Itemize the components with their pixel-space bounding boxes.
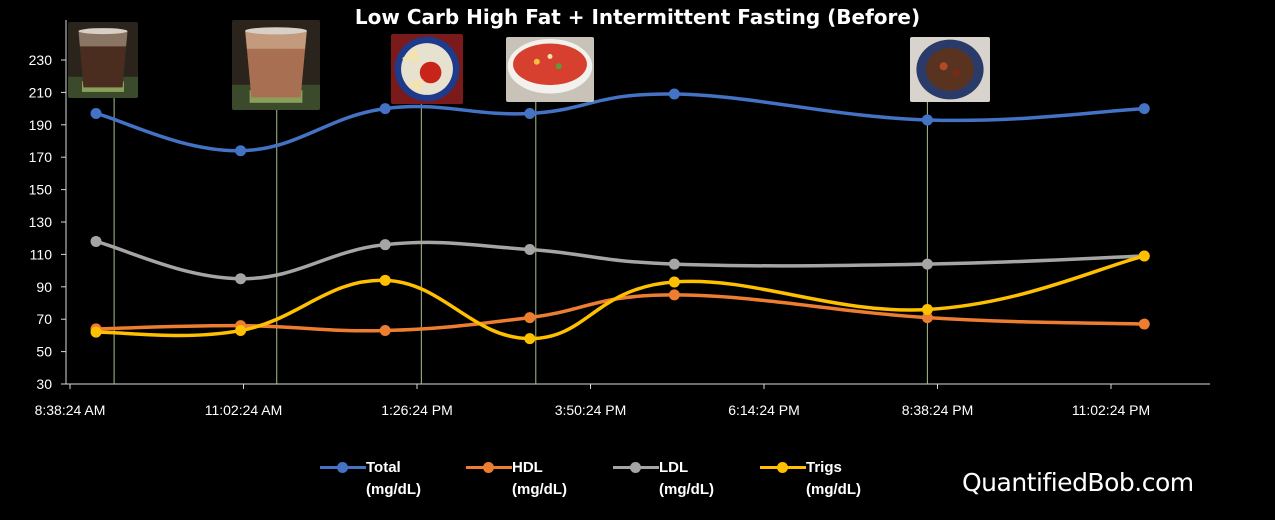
y-tick-label: 50 [36, 344, 52, 360]
y-tick-label: 210 [29, 84, 53, 100]
legend-item-trigs[interactable]: Trigs (mg/dL) [760, 458, 900, 506]
x-tick-label: 6:14:24 PM [728, 402, 800, 418]
data-point-total [668, 88, 680, 100]
data-point-trigs [921, 303, 933, 315]
data-point-ldl [524, 244, 536, 256]
coffee-glass-photo [232, 20, 320, 110]
y-tick-label: 170 [29, 149, 53, 165]
data-point-total [921, 114, 933, 126]
y-tick-label: 150 [29, 182, 53, 198]
x-tick-label: 11:02:24 PM [1072, 402, 1150, 418]
x-tick-label: 8:38:24 PM [902, 402, 974, 418]
y-tick-label: 70 [36, 311, 52, 327]
legend-item-ldl[interactable]: LDL (mg/dL) [613, 458, 753, 506]
legend-swatch-total [320, 460, 368, 474]
legend-swatch-hdl [466, 460, 514, 474]
legend-item-total[interactable]: Total (mg/dL) [320, 458, 460, 506]
data-point-hdl [379, 325, 391, 337]
data-point-ldl [235, 273, 247, 285]
y-tick-label: 30 [36, 376, 52, 392]
y-tick-label: 230 [29, 52, 53, 68]
data-point-hdl [524, 312, 536, 324]
legend-item-hdl[interactable]: HDL (mg/dL) [466, 458, 606, 506]
stew-plate-photo [910, 37, 990, 102]
data-point-total [524, 107, 536, 119]
chips-salsa-photo [391, 34, 463, 104]
data-point-total [235, 145, 247, 157]
data-point-total [90, 107, 102, 119]
legend-swatch-ldl [613, 460, 661, 474]
chart-title: Low Carb High Fat + Intermittent Fasting… [354, 5, 921, 29]
y-tick-label: 190 [29, 117, 53, 133]
data-point-hdl [921, 312, 933, 324]
legend-unit-trigs: (mg/dL) [806, 481, 861, 498]
data-point-total [379, 103, 391, 115]
data-point-ldl [379, 239, 391, 251]
data-point-trigs [379, 274, 391, 286]
y-tick-label: 90 [36, 279, 52, 295]
data-point-trigs [1138, 250, 1150, 262]
data-point-trigs [90, 326, 102, 338]
data-point-hdl [1138, 318, 1150, 330]
legend-label-total: Total [366, 459, 401, 476]
series-line-trigs [94, 254, 1146, 341]
data-point-trigs [524, 333, 536, 345]
data-point-ldl [668, 258, 680, 270]
data-point-trigs [235, 325, 247, 337]
series-lines [90, 88, 1150, 345]
legend-unit-ldl: (mg/dL) [659, 481, 714, 498]
y-tick-label: 110 [30, 246, 53, 262]
x-tick-label: 11:02:24 AM [205, 402, 283, 418]
legend-swatch-trigs [760, 460, 808, 474]
legend: Total (mg/dL) HDL (mg/dL) LDL (mg/dL) Tr… [0, 458, 1275, 508]
data-point-ldl [921, 258, 933, 270]
series-line-ldl [94, 239, 1146, 281]
watermark: QuantifiedBob.com [962, 468, 1194, 497]
x-tick-label: 3:50:24 PM [555, 402, 627, 418]
y-tick-label: 130 [29, 214, 53, 230]
data-point-trigs [668, 276, 680, 288]
legend-label-ldl: LDL [659, 459, 689, 476]
data-point-hdl [668, 289, 680, 301]
legend-unit-total: (mg/dL) [366, 481, 421, 498]
data-point-total [1138, 103, 1150, 115]
coffee-glass-photo [68, 22, 138, 98]
soup-bowl-photo [506, 37, 594, 102]
x-tick-label: 1:26:24 PM [381, 402, 453, 418]
data-point-ldl [90, 235, 102, 247]
legend-unit-hdl: (mg/dL) [512, 481, 567, 498]
legend-label-trigs: Trigs [806, 459, 842, 476]
axes: 30 50 70 90 110 130 150 170 190 210 230 8:38:24 AM 1… [29, 20, 1210, 418]
x-tick-label: 8:38:24 AM [35, 402, 106, 418]
legend-label-hdl: HDL [512, 459, 543, 476]
